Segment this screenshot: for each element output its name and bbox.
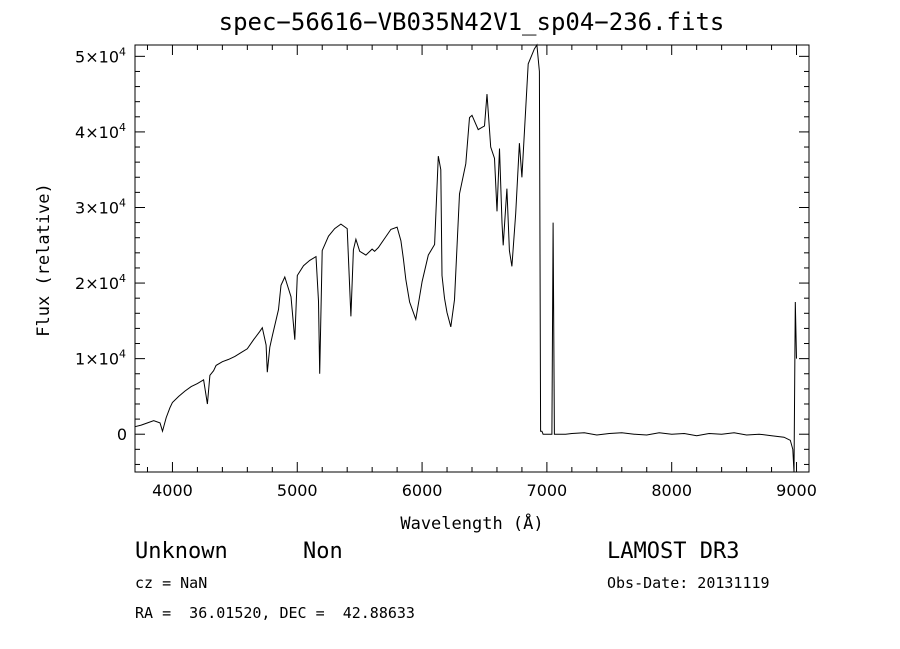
y-axis-label: Flux (relative) xyxy=(34,183,54,337)
x-axis-label: Wavelength (Å) xyxy=(400,512,543,534)
x-tick-label: 9000 xyxy=(776,481,817,500)
x-tick-label: 5000 xyxy=(277,481,318,500)
subclass-label: Non xyxy=(303,539,343,564)
x-tick-label: 7000 xyxy=(527,481,568,500)
axis-ticks xyxy=(135,45,809,472)
x-tick-label: 6000 xyxy=(402,481,443,500)
y-tick-label: 5×104 xyxy=(75,45,126,66)
redshift-label: cz = NaN xyxy=(135,574,208,592)
class-label: Unknown xyxy=(135,539,228,564)
survey-label: LAMOST DR3 xyxy=(607,539,740,564)
y-tick-label: 3×104 xyxy=(75,196,126,217)
x-tick-labels: 4000 5000 6000 7000 8000 9000 xyxy=(152,481,817,500)
x-tick-label: 4000 xyxy=(152,481,193,500)
x-tick-label: 8000 xyxy=(651,481,692,500)
y-tick-label: 4×104 xyxy=(75,121,126,142)
coords-label: RA = 36.01520, DEC = 42.88633 xyxy=(135,604,415,622)
obs-date-label: Obs-Date: 20131119 xyxy=(607,574,770,592)
y-tick-labels: 0 1×104 2×104 3×104 4×104 5×104 xyxy=(75,45,127,444)
y-tick-label: 1×104 xyxy=(75,348,126,369)
y-tick-label: 2×104 xyxy=(75,272,126,293)
plot-frame xyxy=(134,44,810,473)
chart-title: spec−56616−VB035N42V1_sp04−236.fits xyxy=(218,8,725,36)
y-tick-label: 0 xyxy=(117,425,127,444)
spectrum-line xyxy=(134,43,797,473)
